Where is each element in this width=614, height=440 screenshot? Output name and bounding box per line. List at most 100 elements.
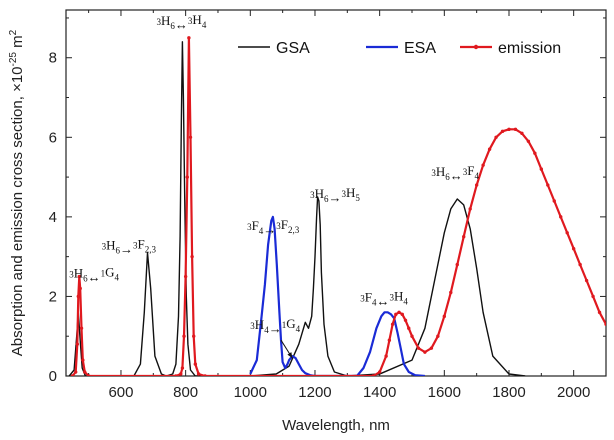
legend-emission-label: emission bbox=[498, 40, 561, 57]
series-emission-point bbox=[416, 346, 421, 350]
x-tick-label: 1000 bbox=[234, 384, 267, 401]
series-emission-point bbox=[436, 334, 440, 338]
x-tick-label: 1600 bbox=[428, 384, 461, 401]
series-emission-point bbox=[400, 312, 404, 317]
transition-label: 3F4→3F2,3 bbox=[247, 217, 300, 237]
series-emission-point bbox=[494, 135, 498, 140]
series-emission-point bbox=[539, 167, 544, 171]
series-emission-point bbox=[174, 374, 178, 376]
transition-label: 3H6→3F2,3 bbox=[102, 237, 157, 257]
series-emission-point bbox=[387, 338, 392, 342]
series-emission-point bbox=[410, 334, 414, 338]
series-emission-point bbox=[487, 147, 492, 151]
series-gsa-line bbox=[68, 41, 526, 376]
x-tick-label: 2000 bbox=[557, 384, 590, 401]
series-emission-point bbox=[559, 215, 563, 219]
series-emission-point bbox=[597, 310, 602, 315]
series-emission-point bbox=[394, 312, 398, 317]
x-tick-label: 1800 bbox=[492, 384, 525, 401]
series-emission-point bbox=[449, 290, 453, 295]
axis-labels: Wavelength, nm Absorption and emission cr… bbox=[8, 29, 390, 434]
x-tick-label: 1200 bbox=[298, 384, 331, 401]
series-emission-point bbox=[180, 366, 185, 370]
series-emission-point bbox=[77, 274, 81, 279]
series-emission-point bbox=[403, 318, 408, 323]
series-emission-point bbox=[520, 131, 524, 136]
series-emission-point bbox=[179, 372, 183, 376]
series-emission-line bbox=[71, 36, 606, 376]
series-emission-point bbox=[578, 262, 582, 267]
series-emission-point bbox=[468, 207, 472, 211]
series-emission-point bbox=[371, 374, 375, 376]
series-emission-point bbox=[462, 235, 466, 239]
series-emission-point bbox=[188, 135, 193, 140]
y-axis-title: Absorption and emission cross section, ×… bbox=[8, 29, 26, 356]
series-emission-point bbox=[193, 362, 198, 366]
transition-label: 3H6↔3F4 bbox=[431, 163, 479, 183]
series-emission-point bbox=[384, 354, 388, 358]
series-emission-point bbox=[83, 370, 87, 374]
legend-emission-marker bbox=[473, 44, 479, 50]
series-emission-point bbox=[79, 326, 84, 330]
series-emission-point bbox=[481, 163, 485, 167]
series-emission-point bbox=[86, 374, 91, 376]
series-emission-point bbox=[565, 231, 569, 235]
y-tick-label: 2 bbox=[49, 288, 57, 305]
annotation-layer: 3H6↔1G4 3H6→3F2,3 3H6↔3H4 3F4→3F2,3 3H6→3H5 3… bbox=[69, 12, 480, 359]
series-emission-point bbox=[442, 314, 447, 319]
legend-gsa-label: GSA bbox=[276, 40, 310, 57]
transition-label: 3H6↔1G4 bbox=[69, 265, 119, 285]
series-emission-point bbox=[196, 372, 201, 376]
series-emission-point bbox=[185, 175, 189, 179]
series-emission-point bbox=[526, 139, 531, 143]
series-emission-point bbox=[390, 322, 395, 326]
series-emission-point bbox=[604, 322, 606, 326]
series-emission-point bbox=[76, 294, 80, 299]
transition-label: 3H6↔3H4 bbox=[157, 12, 207, 32]
series-emission-point bbox=[81, 358, 85, 362]
legend-esa-label: ESA bbox=[404, 40, 436, 57]
plot-axes: 600 800 1000 1200 1400 1600 1800 2000 0 2 4 6 8 bbox=[49, 9, 607, 401]
series-emission-point bbox=[182, 334, 186, 338]
series-emission-point bbox=[429, 346, 434, 350]
transition-label: 3H4→1G4 bbox=[250, 316, 300, 336]
series-emission-point bbox=[74, 370, 78, 374]
transition-label: 3F4↔3H4 bbox=[360, 288, 408, 308]
y-tick-label: 6 bbox=[49, 129, 57, 146]
series-emission-point bbox=[187, 36, 191, 40]
series-emission-point bbox=[500, 129, 505, 134]
series-emission-point bbox=[507, 127, 511, 132]
series-layer bbox=[68, 36, 606, 376]
x-tick-label: 800 bbox=[173, 384, 198, 401]
series-emission-point bbox=[584, 278, 589, 283]
series-emission-point bbox=[423, 350, 427, 354]
series-emission-point bbox=[75, 342, 80, 346]
series-emission-point bbox=[192, 334, 196, 338]
series-emission-point bbox=[190, 254, 194, 259]
x-tick-label: 1400 bbox=[363, 384, 396, 401]
y-tick-label: 0 bbox=[49, 368, 57, 385]
y-tick-label: 4 bbox=[49, 209, 57, 226]
series-emission-point bbox=[591, 294, 595, 299]
legend: GSA ESA emission bbox=[238, 40, 561, 57]
series-emission-point bbox=[474, 183, 479, 187]
y-tick-label: 8 bbox=[49, 50, 57, 67]
series-emission-point bbox=[546, 183, 550, 187]
series-emission-point bbox=[513, 127, 518, 132]
series-emission-point bbox=[78, 286, 82, 291]
series-emission-point bbox=[533, 151, 537, 155]
annotation-arrowhead bbox=[287, 352, 293, 359]
x-tick-label: 600 bbox=[108, 384, 133, 401]
series-emission-point bbox=[407, 326, 411, 330]
series-emission-point bbox=[377, 370, 382, 374]
series-emission-point bbox=[455, 262, 459, 267]
series-emission-point bbox=[397, 310, 401, 315]
series-emission-point bbox=[203, 374, 207, 376]
x-axis-title: Wavelength, nm bbox=[282, 417, 390, 434]
series-emission-point bbox=[552, 199, 556, 203]
transition-label: 3H6→3H5 bbox=[310, 185, 360, 205]
series-emission-point bbox=[70, 374, 75, 376]
series-emission-point bbox=[571, 246, 576, 251]
series-emission-point bbox=[183, 274, 188, 279]
